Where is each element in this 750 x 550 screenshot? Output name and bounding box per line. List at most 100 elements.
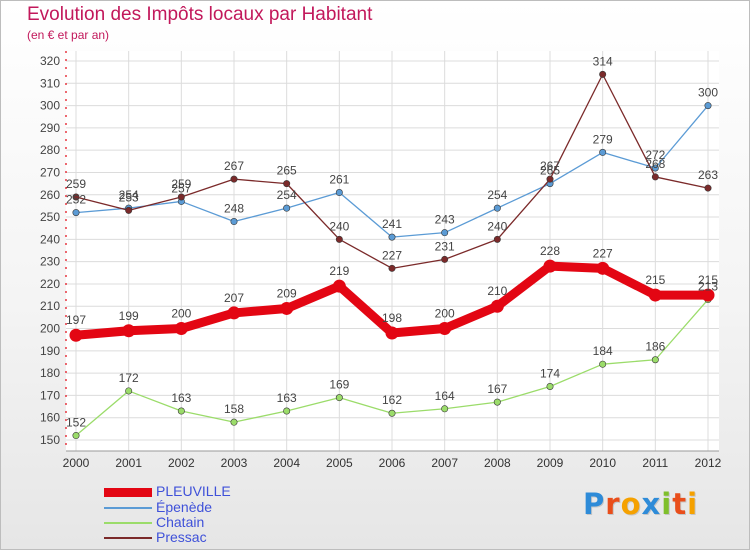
data-point (493, 235, 501, 243)
legend-swatch-chatain (104, 522, 152, 524)
data-point (493, 398, 501, 406)
x-tick-label: 2008 (484, 456, 511, 470)
y-tick-label: 300 (40, 99, 60, 113)
data-point (69, 328, 83, 342)
y-tick-label: 180 (40, 366, 60, 380)
chart-subtitle: (en € et par an) (27, 28, 110, 42)
data-point (543, 259, 557, 273)
data-label: 252 (66, 193, 86, 207)
data-label: 272 (645, 148, 665, 162)
data-point (283, 204, 291, 212)
data-label: 259 (171, 177, 191, 191)
data-point (122, 324, 136, 338)
data-label: 163 (277, 391, 297, 405)
data-label: 268 (645, 157, 665, 171)
logo-letter: t (672, 487, 688, 521)
data-point (335, 235, 343, 243)
data-point (283, 407, 291, 415)
x-tick-label: 2000 (63, 456, 90, 470)
data-label: 314 (593, 54, 613, 68)
logo-letter: i (687, 487, 699, 521)
y-tick-label: 170 (40, 388, 60, 402)
data-point (648, 288, 662, 302)
data-point (125, 387, 133, 395)
data-point (125, 206, 133, 214)
y-tick-label: 220 (40, 277, 60, 291)
x-tick-label: 2012 (695, 456, 722, 470)
y-tick-label: 230 (40, 255, 60, 269)
y-tick-label: 320 (40, 54, 60, 68)
data-point (280, 301, 294, 315)
data-point (230, 218, 238, 226)
x-tick-label: 2009 (537, 456, 564, 470)
data-point (177, 407, 185, 415)
x-tick-label: 2004 (273, 456, 300, 470)
data-label: 209 (277, 286, 297, 300)
data-label: 300 (698, 86, 718, 100)
x-tick-label: 2010 (589, 456, 616, 470)
data-label: 254 (487, 188, 507, 202)
data-point (651, 173, 659, 181)
legend-swatch-epenede (104, 507, 152, 509)
data-point (283, 180, 291, 188)
x-tick-label: 2007 (431, 456, 458, 470)
data-label: 198 (382, 311, 402, 325)
data-point (388, 409, 396, 417)
data-label: 227 (593, 246, 613, 260)
data-point (651, 356, 659, 364)
data-label: 215 (698, 273, 718, 287)
data-point (438, 322, 452, 336)
data-label: 174 (540, 366, 560, 380)
data-point (599, 360, 607, 368)
data-label: 243 (435, 213, 455, 227)
data-point (596, 261, 610, 275)
data-label: 263 (698, 168, 718, 182)
x-tick-label: 2011 (642, 456, 668, 470)
proxiti-logo: Proxiti (583, 487, 698, 521)
data-point (704, 102, 712, 110)
data-label: 257 (171, 181, 191, 195)
data-point (599, 148, 607, 156)
data-label: 227 (382, 248, 402, 262)
data-label: 164 (435, 389, 455, 403)
logo-letter: x (641, 487, 662, 521)
x-tick-label: 2001 (115, 456, 142, 470)
legend-label-epenede: Épenède (156, 499, 213, 515)
y-tick-label: 290 (40, 121, 60, 135)
data-label: 152 (66, 416, 86, 430)
data-label: 186 (645, 340, 665, 354)
data-point (332, 279, 346, 293)
legend-swatch-pleuville (104, 488, 152, 497)
data-label: 199 (119, 309, 139, 323)
data-point (651, 164, 659, 172)
data-label: 167 (487, 382, 507, 396)
data-label: 241 (382, 217, 402, 231)
data-label: 162 (382, 393, 402, 407)
logo-letter: o (620, 487, 642, 521)
data-point (441, 229, 449, 237)
data-label: 267 (540, 159, 560, 173)
data-point (335, 394, 343, 402)
legend-label-pressac: Pressac (156, 529, 207, 545)
y-tick-label: 160 (40, 411, 60, 425)
data-label: 219 (329, 264, 349, 278)
data-label: 213 (698, 280, 718, 294)
logo-letter: P (583, 487, 606, 521)
x-tick-label: 2006 (379, 456, 406, 470)
y-tick-label: 210 (40, 299, 60, 313)
data-point (441, 255, 449, 263)
data-label: 248 (224, 202, 244, 216)
data-label: 169 (329, 378, 349, 392)
data-point (701, 288, 715, 302)
data-point (335, 189, 343, 197)
data-point (546, 175, 554, 183)
y-tick-label: 200 (40, 322, 60, 336)
data-label: 279 (593, 132, 613, 146)
data-label: 200 (435, 307, 455, 321)
legend-swatch-pressac (104, 537, 152, 539)
data-label: 261 (329, 173, 349, 187)
data-point (490, 299, 504, 313)
data-label: 210 (487, 284, 507, 298)
y-tick-label: 310 (40, 76, 60, 90)
